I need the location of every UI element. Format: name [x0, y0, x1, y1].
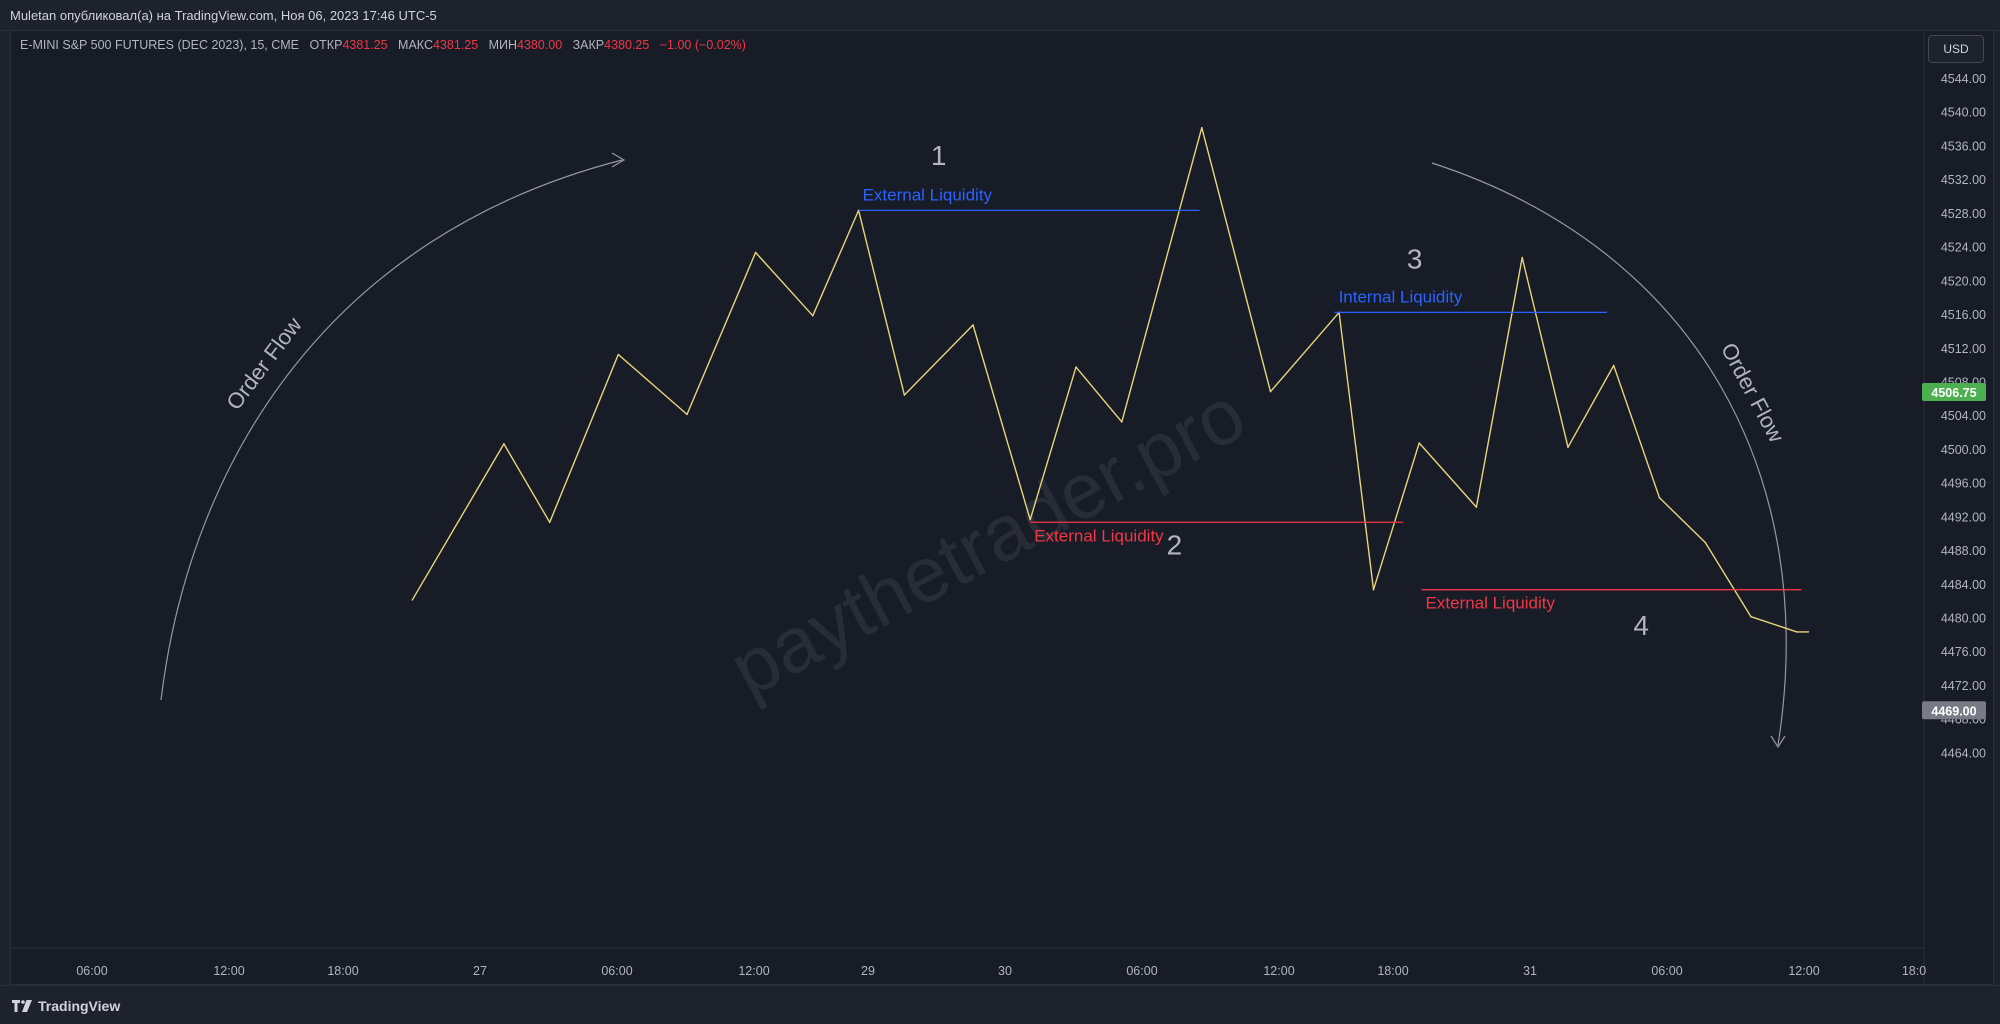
x-tick-label: 12:00: [213, 964, 244, 978]
currency-button[interactable]: USD: [1928, 35, 1984, 63]
price-point: [686, 413, 688, 416]
y-tick-label: 4476.00: [1941, 645, 1986, 659]
y-tick-label: 4496.00: [1941, 477, 1986, 491]
y-tick-label: 4500.00: [1941, 443, 1986, 457]
price-point: [1658, 497, 1661, 499]
low-value: 4380.00: [517, 38, 563, 52]
y-tick-label: 4484.00: [1941, 578, 1986, 592]
crosshair-price-badge-bg: [1922, 701, 1986, 720]
symbol-legend: E-MINI S&P 500 FUTURES (DEC 2023), 15, C…: [20, 38, 746, 52]
wave-number-label: 4: [1633, 610, 1649, 641]
high-value: 4381.25: [432, 38, 479, 52]
y-tick-label: 4528.00: [1941, 207, 1986, 221]
low-label: МИН: [488, 38, 518, 52]
liquidity-level-label: External Liquidity: [1034, 526, 1164, 545]
change-value: −1.00 (−0.02%): [659, 38, 746, 52]
x-tick-label: 18:00: [327, 964, 358, 978]
footer-bar: TradingView: [0, 985, 2000, 1024]
liquidity-level-label: Internal Liquidity: [1339, 287, 1463, 306]
open-value: 4381.25: [342, 38, 388, 52]
last-price-badge-bg: [1922, 383, 1986, 402]
high-label: МАКС: [398, 38, 433, 52]
price-point: [1475, 506, 1478, 508]
y-tick-label: 4472.00: [1941, 679, 1986, 693]
order-flow-label-right: Order Flow: [1716, 339, 1789, 447]
x-tick-label: 06:00: [1126, 964, 1157, 978]
price-point: [1075, 366, 1077, 368]
wave-number-label: 2: [1167, 529, 1183, 560]
price-point: [1521, 256, 1524, 259]
x-tick-label: 29: [861, 964, 875, 978]
x-tick-label: 18:0: [1902, 964, 1926, 978]
y-tick-label: 4504.00: [1941, 409, 1986, 423]
arrow-head-icon: [611, 152, 626, 168]
tradingview-logo-icon: [12, 1000, 32, 1012]
chart-pane[interactable]: [10, 30, 1994, 985]
x-tick-label: 12:00: [738, 964, 769, 978]
x-tick-label: 12:00: [1263, 964, 1294, 978]
price-point: [1372, 588, 1375, 591]
price-point: [812, 314, 814, 317]
price-point: [1269, 390, 1272, 393]
symbol-name[interactable]: E-MINI S&P 500 FUTURES (DEC 2023), 15, C…: [20, 38, 300, 52]
liquidity-level-label: External Liquidity: [1426, 594, 1556, 613]
y-tick-label: 4488.00: [1941, 544, 1986, 558]
price-point: [1704, 541, 1707, 544]
y-tick-label: 4520.00: [1941, 274, 1986, 288]
price-point: [1567, 446, 1569, 449]
y-tick-label: 4524.00: [1941, 241, 1986, 255]
price-point: [972, 324, 974, 326]
x-tick-label: 06:00: [76, 964, 107, 978]
price-point: [1612, 364, 1615, 367]
price-series-line[interactable]: [411, 127, 1809, 633]
close-label: ЗАКР: [572, 38, 605, 52]
liquidity-level-label: External Liquidity: [863, 185, 993, 204]
x-tick-label: 06:00: [1651, 964, 1682, 978]
x-tick-label: 06:00: [601, 964, 632, 978]
price-point: [1201, 126, 1203, 129]
x-tick-label: 30: [998, 964, 1012, 978]
y-tick-label: 4540.00: [1941, 106, 1986, 120]
arrow-head-icon: [1770, 735, 1786, 749]
price-point: [617, 353, 620, 356]
last-price-badge: 4506.75: [1931, 386, 1976, 400]
price-point: [1796, 631, 1798, 633]
price-point: [411, 599, 414, 601]
wave-number-label: 1: [931, 140, 947, 171]
price-point: [903, 394, 906, 396]
open-label: ОТКР: [309, 38, 343, 52]
price-point: [548, 521, 551, 524]
x-tick-label: 18:00: [1377, 964, 1408, 978]
order-flow-label-left: Order Flow: [221, 312, 307, 414]
x-tick-label: 12:00: [1788, 964, 1819, 978]
order-flow-arc-left: [160, 159, 623, 701]
price-point: [1029, 518, 1032, 521]
crosshair-price-badge: 4469.00: [1931, 704, 1976, 718]
price-point: [1120, 421, 1123, 423]
close-value: 4380.25: [604, 38, 650, 52]
y-tick-label: 4492.00: [1941, 510, 1986, 524]
wave-number-label: 3: [1407, 244, 1423, 275]
y-tick-label: 4512.00: [1941, 342, 1986, 356]
price-point: [1807, 631, 1810, 633]
publisher-text: Muletan опубликовал(а) на TradingView.co…: [10, 8, 437, 23]
tradingview-brand[interactable]: TradingView: [12, 998, 120, 1014]
y-tick-label: 4544.00: [1941, 72, 1986, 86]
price-point: [754, 251, 757, 254]
price-point: [1750, 615, 1752, 618]
order-flow-arc-right: [1431, 162, 1787, 746]
y-tick-label: 4532.00: [1941, 173, 1986, 187]
x-tick-label: 31: [1523, 964, 1537, 978]
price-point: [1418, 442, 1421, 444]
y-tick-label: 4480.00: [1941, 612, 1986, 626]
y-tick-label: 4516.00: [1941, 308, 1986, 322]
x-tick-label: 27: [473, 964, 487, 978]
price-point: [503, 443, 505, 445]
y-tick-label: 4536.00: [1941, 139, 1986, 153]
brand-name: TradingView: [38, 998, 121, 1014]
y-tick-label: 4464.00: [1941, 746, 1986, 760]
